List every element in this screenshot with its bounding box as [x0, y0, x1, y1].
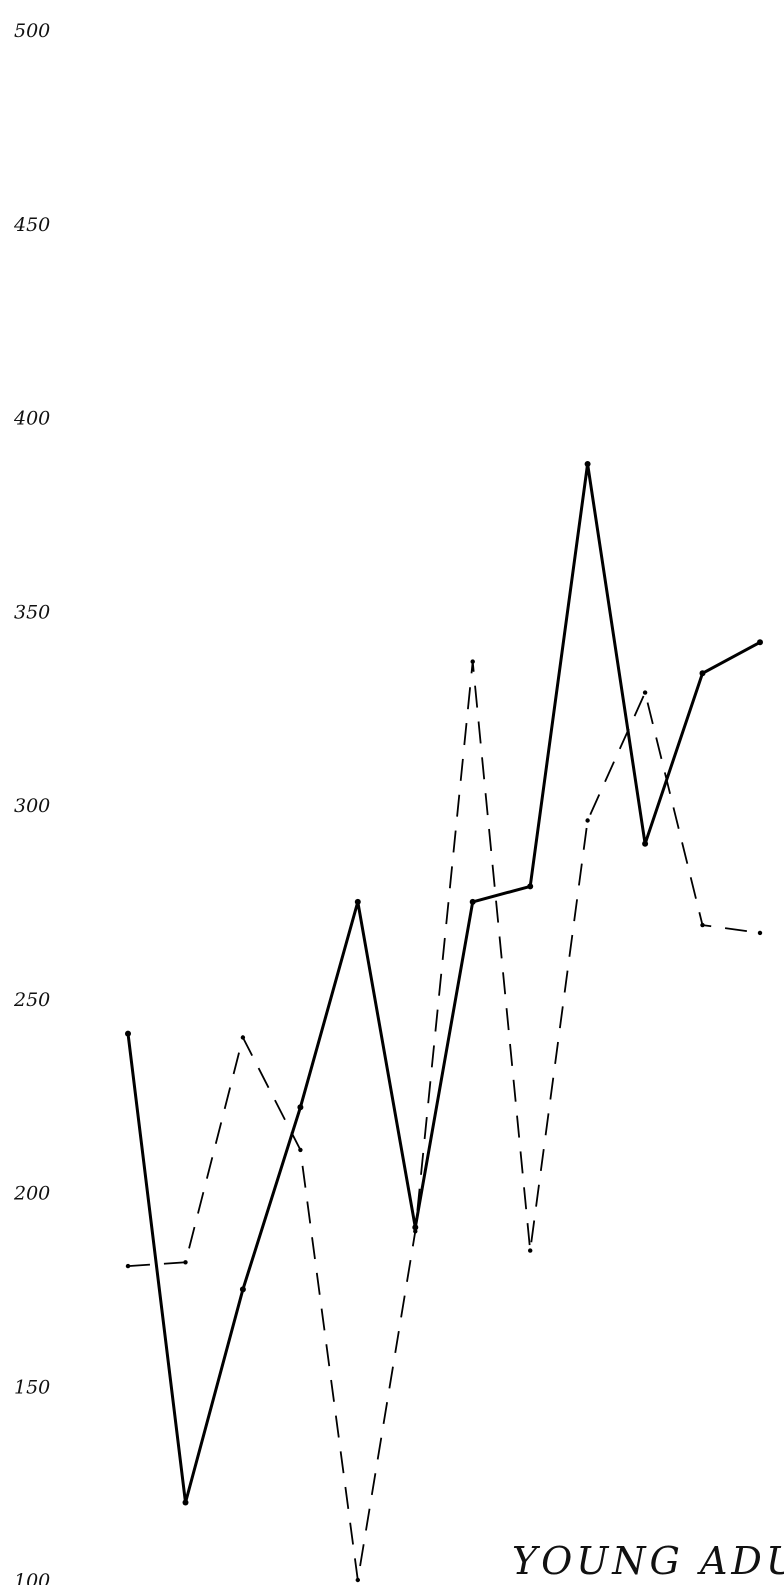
- y-axis-tick-labels: 100 150 200 250 300 350 400 450 500: [13, 20, 50, 1585]
- series-solid-point-2: [182, 1499, 189, 1506]
- series-dashed-point-4: [298, 1147, 303, 1153]
- y-tick-label-200: 200: [13, 1183, 50, 1205]
- series-dashed-point-10: [642, 690, 648, 695]
- annotation-layer: YOUNG ADULT: [512, 1539, 784, 1583]
- series-dashed-point-12: [757, 930, 763, 936]
- y-tick-label-150: 150: [14, 1376, 50, 1398]
- y-tick-label-500: 500: [14, 20, 50, 42]
- series-dashed-point-9: [585, 818, 590, 823]
- y-tick-label-250: 250: [13, 989, 50, 1011]
- series-dashed-point-2: [183, 1260, 188, 1265]
- series-dashed-point-3: [240, 1035, 246, 1040]
- series-solid-point-5: [354, 898, 361, 905]
- series-dashed-point-8: [528, 1248, 533, 1253]
- series-dashed-point-7: [470, 659, 475, 664]
- series-solid-point-10: [642, 840, 649, 847]
- series-solid-point-11: [699, 670, 706, 677]
- y-tick-label-100: 100: [14, 1570, 50, 1585]
- series-solid-point-1: [125, 1030, 131, 1037]
- y-tick-label-450: 450: [13, 214, 50, 236]
- series-layer: [125, 461, 763, 1583]
- series-dashed-point-6: [413, 1229, 418, 1234]
- y-tick-label-400: 400: [13, 408, 50, 430]
- series-dashed-line: [127, 661, 761, 1581]
- series-solid-point-4: [297, 1104, 304, 1111]
- series-dashed-point-11: [700, 922, 705, 928]
- series-dashed-point-1: [125, 1263, 131, 1269]
- series-dashed-point-5: [355, 1577, 360, 1583]
- y-tick-label-300: 300: [14, 795, 50, 817]
- series-solid-point-7: [469, 898, 476, 905]
- series-solid-point-3: [239, 1286, 246, 1293]
- series-solid-point-12: [757, 639, 763, 646]
- series-solid-point-8: [527, 883, 534, 890]
- y-tick-label-350: 350: [14, 601, 50, 623]
- series-solid-point-9: [584, 461, 591, 467]
- series-solid-line: [126, 463, 761, 1503]
- annotation-text-1: YOUNG ADULT: [512, 1539, 784, 1583]
